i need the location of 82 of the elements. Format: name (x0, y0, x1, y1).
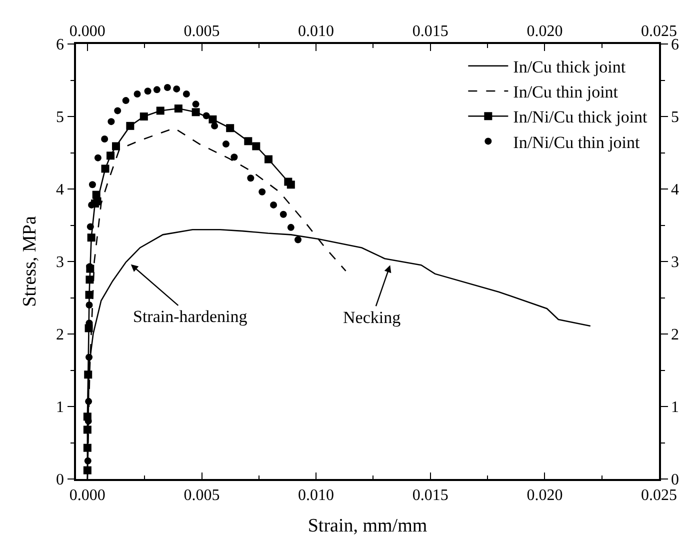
x-tick-label: 0.020 (526, 22, 563, 40)
point (87, 234, 96, 242)
legend-label: In/Cu thin joint (513, 82, 618, 102)
point (192, 108, 200, 116)
point (101, 164, 110, 173)
point (114, 107, 122, 114)
y-tick-label: 6 (56, 36, 64, 54)
point (85, 398, 92, 405)
point (192, 100, 200, 108)
point (84, 457, 92, 464)
point (93, 197, 102, 206)
point (164, 84, 171, 91)
point (280, 210, 287, 218)
y2-tick-label: 4 (670, 182, 679, 199)
point (86, 223, 94, 230)
x2-tick-label: 0.015 (412, 486, 448, 504)
y2-tick-label: 3 (670, 254, 679, 272)
point (222, 140, 230, 148)
point (182, 90, 190, 98)
y2-tick-label: 5 (670, 109, 679, 126)
x-tick-label: 0.010 (298, 22, 334, 40)
point (106, 152, 115, 160)
point (144, 88, 152, 95)
point (208, 115, 217, 124)
y2-tick-label: 2 (670, 326, 679, 344)
point (126, 122, 134, 130)
legend-label: In/Ni/Cu thick joint (513, 108, 648, 127)
point (88, 181, 96, 188)
annotation: Necking (343, 308, 402, 327)
point (94, 154, 102, 162)
point (294, 236, 302, 244)
y-tick-label: 3 (56, 254, 64, 272)
y-tick-label: 2 (56, 326, 64, 344)
point (86, 354, 93, 361)
y-axis-title: Stress, MPa (19, 216, 40, 307)
point (244, 137, 252, 146)
y-tick-label: 5 (56, 109, 64, 126)
point (202, 112, 210, 120)
point (287, 224, 294, 231)
point (226, 124, 234, 132)
point (83, 426, 92, 434)
x2-tick-label: 0.010 (298, 486, 334, 504)
x-axis-title: Strain, mm/mm (308, 515, 428, 536)
point (83, 466, 92, 474)
y2-tick-label: 0 (670, 472, 679, 489)
y-tick-label: 0 (56, 472, 64, 489)
x2-tick-label: 0.005 (184, 486, 220, 504)
point (101, 135, 108, 142)
point (247, 174, 254, 182)
point (173, 85, 180, 92)
x2-tick-label: 0.025 (641, 486, 677, 504)
legend-label: In/Ni/Cu thin joint (513, 132, 640, 152)
point (258, 188, 266, 196)
point (230, 154, 238, 161)
point (140, 112, 148, 120)
x-tick-label: 0.000 (69, 22, 106, 40)
point (86, 302, 93, 308)
x-tick-label: 0.005 (184, 22, 220, 40)
point (84, 370, 92, 379)
point (112, 142, 120, 150)
y-tick-label: 1 (56, 399, 64, 416)
point (108, 118, 115, 126)
legend-label: In/Cu thick joint (513, 58, 626, 77)
point (156, 106, 164, 115)
annotation: Strain-hardening (133, 307, 248, 326)
point (83, 444, 92, 452)
x2-tick-label: 0.000 (69, 486, 106, 504)
x-tick-label: 0.015 (412, 22, 448, 40)
point (174, 104, 182, 113)
point (85, 290, 94, 299)
point (252, 142, 260, 150)
point (86, 276, 94, 284)
point (286, 180, 295, 189)
point (122, 97, 130, 104)
x2-tick-label: 0.020 (526, 486, 563, 504)
point (270, 201, 278, 208)
point (264, 155, 272, 164)
y2-tick-label: 1 (670, 399, 679, 416)
point (153, 86, 160, 94)
y-tick-label: 4 (56, 182, 64, 199)
point (211, 122, 218, 130)
point (134, 90, 141, 98)
